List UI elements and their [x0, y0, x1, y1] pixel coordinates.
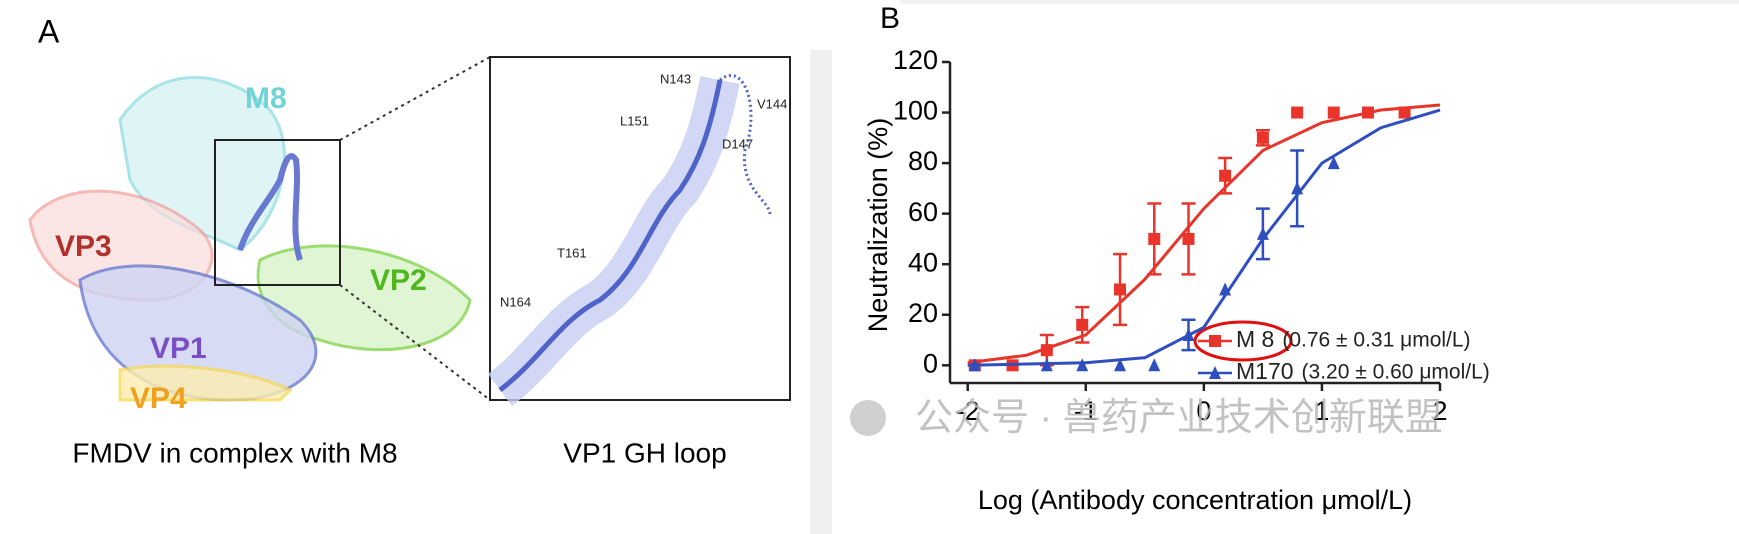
data-point: [1148, 358, 1161, 372]
top-strip: [900, 0, 1739, 4]
x-tick-label: -2: [956, 396, 980, 426]
data-point: [1219, 282, 1232, 296]
data-point: [1076, 318, 1089, 331]
residue-label: N143: [660, 71, 691, 86]
data-point: [1256, 131, 1269, 144]
watermark-logo: [850, 400, 886, 436]
data-point: [1256, 226, 1269, 240]
y-tick-label: 60: [908, 197, 938, 227]
y-axis-label: Neutralization (%): [863, 118, 893, 333]
structure-labels: M8 VP3 VP2 VP1 VP4: [55, 82, 427, 415]
data-point: [1398, 106, 1411, 119]
structure-label: M8: [245, 82, 287, 115]
data-point: [1114, 358, 1127, 372]
residue-label: T161: [557, 245, 587, 260]
data-point: [1291, 106, 1304, 119]
data-point: [1327, 106, 1340, 119]
y-tick-label: 0: [923, 348, 938, 378]
zoom-box: [214, 139, 341, 286]
inset-caption: VP1 GH loop: [563, 437, 726, 468]
y-tick-label: 80: [908, 146, 938, 176]
legend-label: M170: [1236, 358, 1294, 384]
caption: FMDV in complex with M8: [72, 437, 397, 468]
inset-backbone: [498, 79, 723, 392]
data-point: [1361, 106, 1374, 119]
data-point: [1219, 169, 1232, 182]
watermark: 公众号 · 兽药产业技术创新联盟: [915, 397, 1443, 439]
data-point: [1040, 344, 1053, 357]
structure-label: VP3: [55, 230, 112, 263]
x-tick-label: 1: [1314, 396, 1329, 426]
residue-label: N164: [500, 294, 531, 309]
data-point: [1076, 358, 1089, 372]
zoom-line: [339, 56, 491, 141]
panel-a: A M8 VP3 VP2 VP1 VP4 N143 V144 L151 D147 T161 N16…: [28, 13, 791, 468]
x-tick-label: -1: [1074, 396, 1098, 426]
data-point: [1040, 358, 1053, 372]
structure-label: VP4: [130, 382, 187, 415]
panel-label: B: [880, 2, 900, 35]
legend-note: (0.76 ± 0.31 μmol/L): [1282, 329, 1470, 352]
data-point: [1291, 181, 1304, 195]
data-point: [1114, 283, 1127, 296]
residue-label: L151: [620, 113, 649, 128]
vp4-blob: [118, 364, 293, 402]
data-point: [968, 358, 981, 372]
y-tick-label: 100: [893, 96, 938, 126]
legend-marker: [1209, 335, 1221, 347]
gh-loop: [237, 153, 303, 261]
panel-label: A: [38, 13, 60, 49]
x-tick-label: 2: [1432, 396, 1447, 426]
residue-label: D147: [722, 136, 753, 151]
data-point: [1182, 327, 1195, 341]
legend-label: M 8: [1236, 326, 1274, 352]
disordered-loop: [719, 73, 772, 216]
legend-note: (3.20 ± 0.60 μmol/L): [1302, 361, 1490, 384]
structure-label: VP1: [150, 332, 207, 365]
panel-b: B Neutralization (%) Log (Antibody conce…: [850, 2, 1490, 515]
highlight-ellipse: [1193, 320, 1293, 362]
data-point: [1148, 232, 1161, 245]
y-tick-label: 20: [908, 298, 938, 328]
y-tick-label: 120: [893, 45, 938, 75]
protein-structure: [28, 76, 472, 402]
data-point: [1182, 232, 1195, 245]
x-axis-label: Log (Antibody concentration μmol/L): [978, 485, 1412, 515]
divider: [810, 50, 832, 534]
residue-label: V144: [757, 96, 787, 111]
residue-labels: N143 V144 L151 D147 T161 N164: [500, 71, 787, 309]
y-tick-label: 40: [908, 247, 938, 277]
structure-label: VP2: [370, 264, 427, 297]
data-point: [1327, 156, 1340, 170]
legend-marker: [1209, 366, 1221, 379]
x-tick-label: 0: [1196, 396, 1211, 426]
